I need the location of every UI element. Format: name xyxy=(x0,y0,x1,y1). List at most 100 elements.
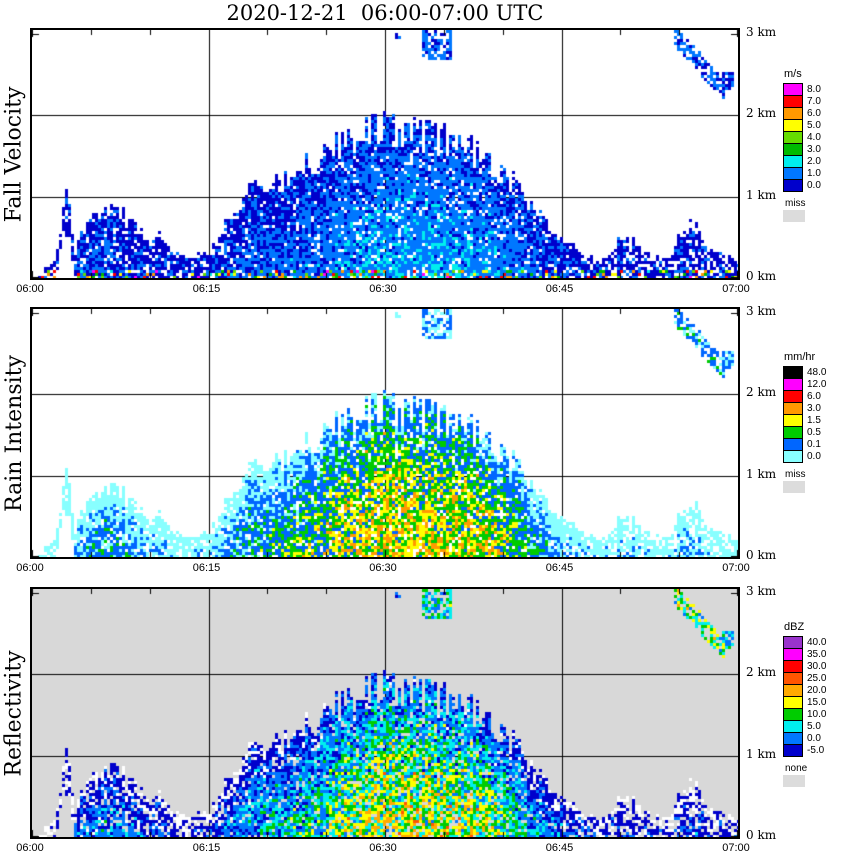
x-tick-label: 06:30 xyxy=(369,283,397,295)
colorbar-row: 1.0 xyxy=(783,167,845,180)
colorbar-missing-swatch xyxy=(783,481,805,493)
colorbar-value-label: 12.0 xyxy=(807,379,827,390)
reflectivity-heatmap xyxy=(32,589,738,837)
y-axis-title-rain-intensity: Rain Intensity xyxy=(0,307,28,559)
x-tick-label: 06:45 xyxy=(545,842,574,854)
colorbar-unit-label: mm/hr xyxy=(784,351,816,363)
y-tick-label: 1 km xyxy=(746,747,777,761)
colorbar-unit-label: dBZ xyxy=(784,621,805,633)
colorbar-value-label: 0.5 xyxy=(807,427,821,438)
colorbar-value-label: 8.0 xyxy=(807,84,821,95)
x-tick-label: 06:45 xyxy=(545,562,574,574)
colorbar-missing-label: miss xyxy=(785,198,806,209)
colorbar-value-label: -5.0 xyxy=(807,745,825,756)
colorbar-value-label: 0.0 xyxy=(807,451,821,462)
colorbar-missing-label: miss xyxy=(785,469,806,480)
colorbar-value-label: 7.0 xyxy=(807,96,821,107)
colorbar-value-label: 48.0 xyxy=(807,367,827,378)
fall-velocity-colorbar: m/s 8.0 7.0 6.0 5.0 4.0 3.0 2.0 1.0 0.0 miss xyxy=(783,68,845,222)
panel-fall-velocity: Fall Velocity 06:00 06:15 06:30 06:45 07:00 … xyxy=(0,25,850,328)
panel-rain-intensity: Rain Intensity 06:00 06:15 06:30 06:45 07:00… xyxy=(0,304,850,607)
colorbar-entries: 40.0 35.0 30.0 25.0 20.0 15.0 10.0 5.0 0.0 -5.0 xyxy=(783,636,845,757)
y-tick-label: 0 km xyxy=(746,828,777,842)
colorbar-value-label: 0.1 xyxy=(807,439,821,450)
colorbar-missing-entry: miss xyxy=(783,469,845,493)
colorbar-swatch xyxy=(783,744,803,757)
x-tick-label: 06:15 xyxy=(192,842,221,854)
colorbar-row: 1.5 xyxy=(783,414,845,427)
y-tick-label: 3 km xyxy=(746,25,777,39)
colorbar-missing-swatch xyxy=(783,210,805,222)
x-tick-label: 06:30 xyxy=(369,562,397,574)
y-tick-label: 2 km xyxy=(746,106,777,120)
colorbar-value-label: 35.0 xyxy=(807,649,827,660)
y-axis-title-text: Reflectivity xyxy=(1,649,27,777)
colorbar-row: -5.0 xyxy=(783,744,845,757)
colorbar-entries: 48.0 12.0 6.0 3.0 1.5 0.5 0.1 0.0 xyxy=(783,366,845,463)
y-axis-title-text: Rain Intensity xyxy=(1,354,27,512)
panel-reflectivity: Reflectivity 06:00 06:15 06:30 06:45 07:00 3… xyxy=(0,584,850,868)
x-tick-label: 06:15 xyxy=(192,283,221,295)
colorbar-missing-label: none xyxy=(785,763,808,774)
colorbar-value-label: 10.0 xyxy=(807,709,827,720)
x-tick-label: 06:15 xyxy=(192,562,221,574)
reflectivity-colorbar: dBZ 40.0 35.0 30.0 25.0 20.0 15.0 10.0 5.0 0.0 -5… xyxy=(783,621,845,787)
fall-velocity-plot-area xyxy=(30,28,740,280)
colorbar-value-label: 0.0 xyxy=(807,180,821,191)
colorbar-value-label: 6.0 xyxy=(807,391,821,402)
colorbar-swatch xyxy=(783,179,803,192)
rain-intensity-plot-area xyxy=(30,307,740,559)
fall-velocity-heatmap xyxy=(32,30,738,278)
y-tick-label: 3 km xyxy=(746,304,777,318)
y-tick-label: 0 km xyxy=(746,548,777,562)
x-tick-label: 06:00 xyxy=(16,283,44,295)
y-tick-label: 1 km xyxy=(746,467,777,481)
colorbar-value-label: 3.0 xyxy=(807,403,821,414)
x-axis-tick-labels: 06:00 06:15 06:30 06:45 07:00 xyxy=(16,283,750,299)
x-axis-tick-labels: 06:00 06:15 06:30 06:45 07:00 xyxy=(16,562,750,578)
y-axis-tick-labels: 3 km 2 km 1 km 0 km xyxy=(746,584,786,842)
colorbar-value-label: 20.0 xyxy=(807,685,827,696)
colorbar-entries: 8.0 7.0 6.0 5.0 4.0 3.0 2.0 1.0 0.0 xyxy=(783,83,845,192)
colorbar-value-label: 40.0 xyxy=(807,637,827,648)
y-tick-label: 2 km xyxy=(746,665,777,679)
colorbar-missing-swatch xyxy=(783,775,805,787)
x-tick-label: 06:45 xyxy=(545,283,574,295)
x-axis-tick-labels: 06:00 06:15 06:30 06:45 07:00 xyxy=(16,842,750,858)
colorbar-value-label: 3.0 xyxy=(807,144,821,155)
reflectivity-plot-area xyxy=(30,587,740,839)
colorbar-value-label: 30.0 xyxy=(807,661,827,672)
colorbar-missing-entry: miss xyxy=(783,198,845,222)
x-tick-label: 07:00 xyxy=(722,562,750,574)
colorbar-value-label: 6.0 xyxy=(807,108,821,119)
colorbar-swatch xyxy=(783,450,803,463)
y-tick-label: 1 km xyxy=(746,188,777,202)
rain-intensity-colorbar: mm/hr 48.0 12.0 6.0 3.0 1.5 0.5 0.1 0.0 miss xyxy=(783,351,845,493)
colorbar-value-label: 2.0 xyxy=(807,156,821,167)
x-tick-label: 06:00 xyxy=(16,842,44,854)
y-axis-tick-labels: 3 km 2 km 1 km 0 km xyxy=(746,25,786,283)
y-axis-title-reflectivity: Reflectivity xyxy=(0,587,28,839)
rain-intensity-heatmap xyxy=(32,309,738,557)
colorbar-row: 0.0 xyxy=(783,450,845,463)
x-tick-label: 07:00 xyxy=(722,283,750,295)
colorbar-value-label: 5.0 xyxy=(807,120,821,131)
colorbar-value-label: 1.5 xyxy=(807,415,821,426)
colorbar-row: 20.0 xyxy=(783,684,845,697)
y-axis-title-fall-velocity: Fall Velocity xyxy=(0,28,28,280)
x-tick-label: 06:00 xyxy=(16,562,44,574)
colorbar-row: 5.0 xyxy=(783,720,845,733)
y-tick-label: 0 km xyxy=(746,269,777,283)
colorbar-missing-entry: none xyxy=(783,763,845,787)
y-tick-label: 2 km xyxy=(746,385,777,399)
colorbar-value-label: 5.0 xyxy=(807,721,821,732)
colorbar-unit-label: m/s xyxy=(784,68,802,80)
colorbar-row: 0.0 xyxy=(783,179,845,192)
y-tick-label: 3 km xyxy=(746,584,777,598)
y-axis-tick-labels: 3 km 2 km 1 km 0 km xyxy=(746,304,786,562)
colorbar-value-label: 15.0 xyxy=(807,697,827,708)
colorbar-row: 7.0 xyxy=(783,95,845,108)
colorbar-value-label: 1.0 xyxy=(807,168,821,179)
y-axis-title-text: Fall Velocity xyxy=(1,86,27,222)
